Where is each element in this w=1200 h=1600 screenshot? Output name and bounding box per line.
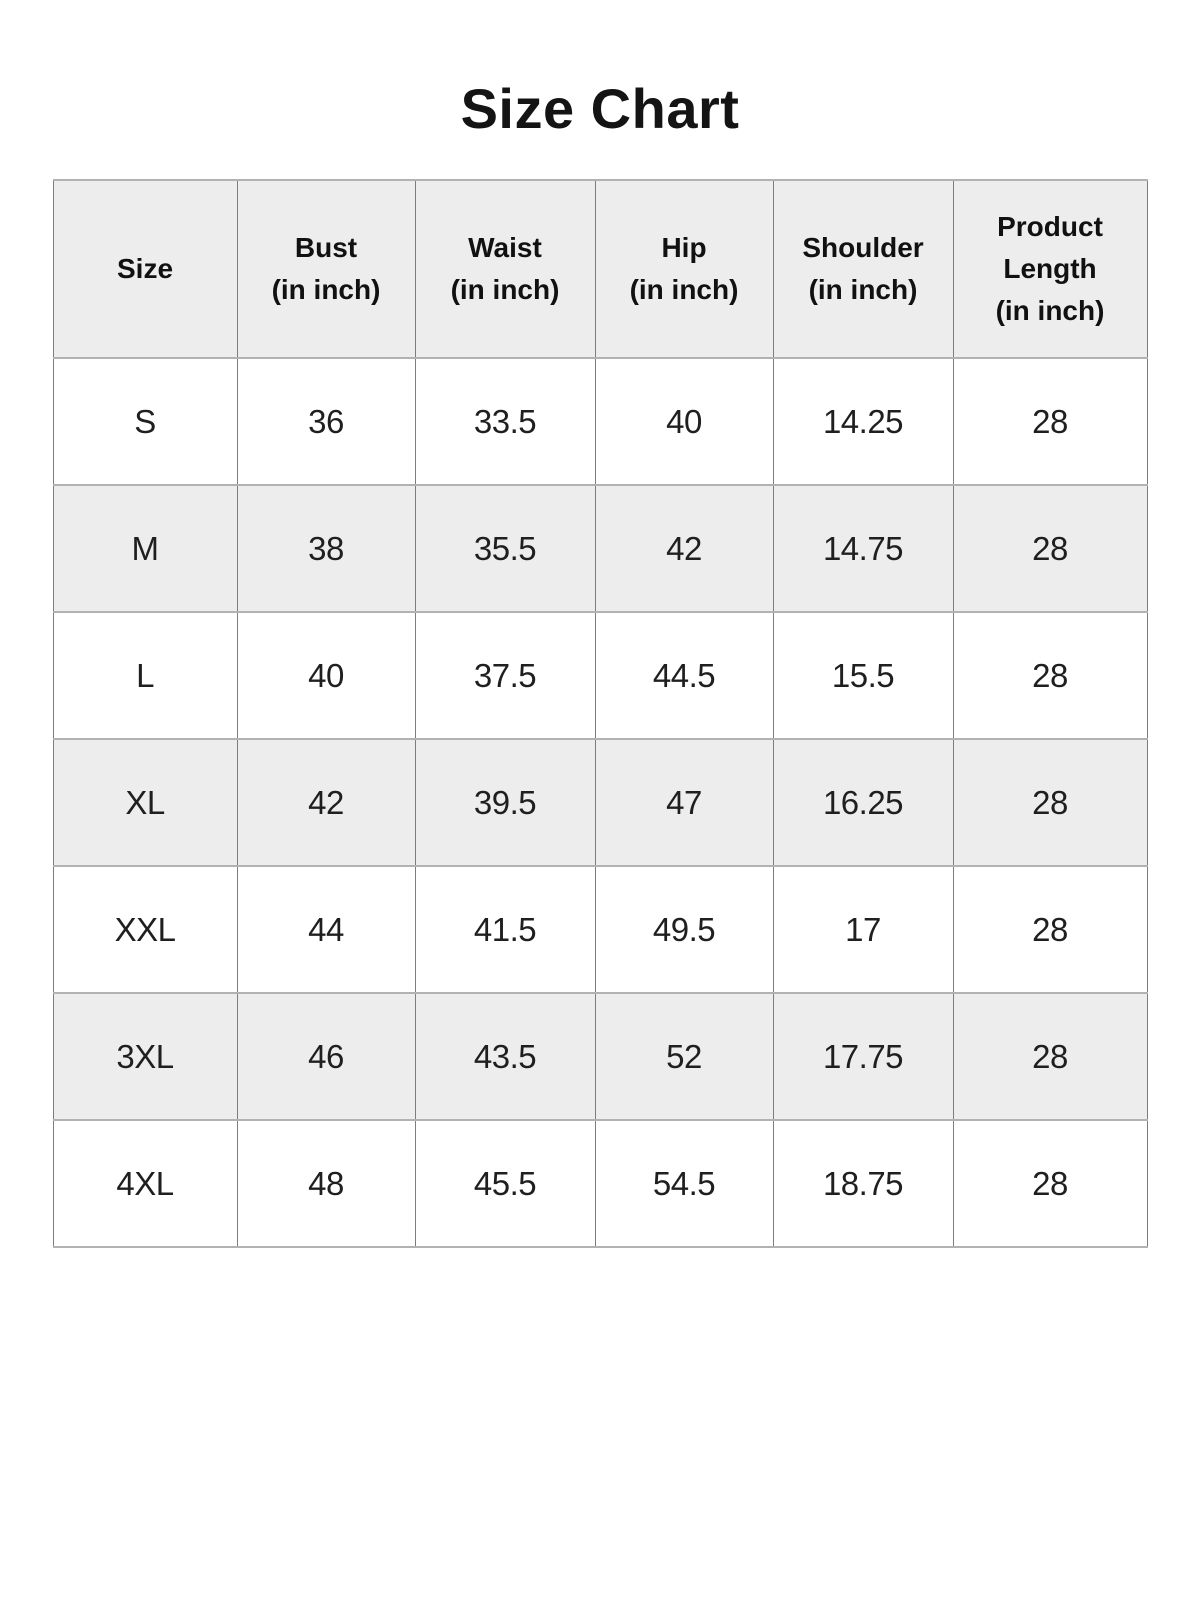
hip-cell: 52 xyxy=(594,992,774,1121)
bust-cell: 38 xyxy=(236,484,416,613)
product-length-cell: 28 xyxy=(952,992,1148,1121)
col-label-shoulder: Shoulder xyxy=(802,232,924,263)
shoulder-cell: 15.5 xyxy=(772,611,954,740)
waist-cell: 37.5 xyxy=(414,611,596,740)
col-label-hip: Hip xyxy=(661,232,707,263)
waist-cell: 33.5 xyxy=(414,357,596,486)
col-label-bust: Bust xyxy=(294,232,358,263)
col-label-size: Size xyxy=(116,253,174,284)
shoulder-cell: 14.25 xyxy=(772,357,954,486)
size-cell: 4XL xyxy=(52,1119,238,1248)
table-row-3xl: 3XL 46 43.5 52 17.75 28 xyxy=(52,992,1148,1121)
col-header-hip: Hip (in inch) xyxy=(594,179,774,359)
bust-cell: 48 xyxy=(236,1119,416,1248)
table-row-m: M 38 35.5 42 14.75 28 xyxy=(52,484,1148,613)
product-length-cell: 28 xyxy=(952,611,1148,740)
col-unit-hip: (in inch) xyxy=(629,274,739,305)
hip-cell: 47 xyxy=(594,738,774,867)
col-unit-product-length: (in inch) xyxy=(995,295,1105,326)
col-unit-bust: (in inch) xyxy=(271,274,381,305)
product-length-cell: 28 xyxy=(952,865,1148,994)
col-header-size: Size xyxy=(52,179,238,359)
col-unit-waist: (in inch) xyxy=(450,274,560,305)
waist-cell: 41.5 xyxy=(414,865,596,994)
product-length-cell: 28 xyxy=(952,357,1148,486)
col-unit-shoulder: (in inch) xyxy=(808,274,918,305)
header-row: Size Bust (in inch) Waist (in inch) Hip … xyxy=(52,179,1148,359)
table-row-4xl: 4XL 48 45.5 54.5 18.75 28 xyxy=(52,1119,1148,1248)
size-cell: L xyxy=(52,611,238,740)
size-cell: S xyxy=(52,357,238,486)
shoulder-cell: 18.75 xyxy=(772,1119,954,1248)
bust-cell: 44 xyxy=(236,865,416,994)
hip-cell: 49.5 xyxy=(594,865,774,994)
shoulder-cell: 14.75 xyxy=(772,484,954,613)
waist-cell: 45.5 xyxy=(414,1119,596,1248)
table-row-xl: XL 42 39.5 47 16.25 28 xyxy=(52,738,1148,867)
bust-cell: 40 xyxy=(236,611,416,740)
col-label-product-length: Product Length xyxy=(997,211,1103,284)
col-header-waist: Waist (in inch) xyxy=(414,179,596,359)
table-row-xxl: XXL 44 41.5 49.5 17 28 xyxy=(52,865,1148,994)
table-header: Size Bust (in inch) Waist (in inch) Hip … xyxy=(52,179,1148,359)
size-cell: XL xyxy=(52,738,238,867)
table-row-s: S 36 33.5 40 14.25 28 xyxy=(52,357,1148,486)
bust-cell: 42 xyxy=(236,738,416,867)
size-cell: M xyxy=(52,484,238,613)
size-chart-table: Size Bust (in inch) Waist (in inch) Hip … xyxy=(52,179,1148,1248)
table-row-l: L 40 37.5 44.5 15.5 28 xyxy=(52,611,1148,740)
shoulder-cell: 17 xyxy=(772,865,954,994)
col-header-product-length: Product Length (in inch) xyxy=(952,179,1148,359)
col-header-shoulder: Shoulder (in inch) xyxy=(772,179,954,359)
hip-cell: 54.5 xyxy=(594,1119,774,1248)
bust-cell: 46 xyxy=(236,992,416,1121)
hip-cell: 40 xyxy=(594,357,774,486)
product-length-cell: 28 xyxy=(952,1119,1148,1248)
waist-cell: 35.5 xyxy=(414,484,596,613)
waist-cell: 43.5 xyxy=(414,992,596,1121)
col-header-bust: Bust (in inch) xyxy=(236,179,416,359)
hip-cell: 42 xyxy=(594,484,774,613)
shoulder-cell: 16.25 xyxy=(772,738,954,867)
col-label-waist: Waist xyxy=(468,232,542,263)
waist-cell: 39.5 xyxy=(414,738,596,867)
size-cell: XXL xyxy=(52,865,238,994)
size-cell: 3XL xyxy=(52,992,238,1121)
product-length-cell: 28 xyxy=(952,484,1148,613)
bust-cell: 36 xyxy=(236,357,416,486)
page-title: Size Chart xyxy=(460,77,740,140)
shoulder-cell: 17.75 xyxy=(772,992,954,1121)
table-body: S 36 33.5 40 14.25 28 M 38 35.5 42 14.75… xyxy=(52,357,1148,1248)
hip-cell: 44.5 xyxy=(594,611,774,740)
product-length-cell: 28 xyxy=(952,738,1148,867)
